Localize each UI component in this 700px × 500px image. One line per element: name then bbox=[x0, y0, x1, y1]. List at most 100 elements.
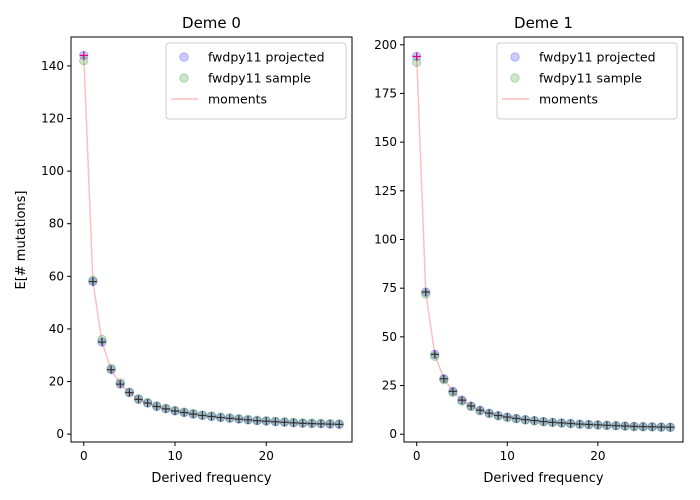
point-moments-marker bbox=[485, 409, 494, 418]
point-moments-marker bbox=[566, 419, 575, 428]
legend-item-projected: fwdpy11 projected bbox=[179, 50, 325, 65]
point-moments-marker bbox=[476, 406, 485, 415]
point-moments-marker bbox=[171, 406, 180, 415]
x-axis-label: Derived frequency bbox=[483, 471, 604, 486]
legend-label: fwdpy11 projected bbox=[539, 50, 656, 65]
y-tick-label: 75 bbox=[382, 281, 397, 295]
point-moments-marker bbox=[280, 418, 289, 427]
point-moments-marker bbox=[289, 418, 298, 427]
point-moments-marker bbox=[539, 417, 548, 426]
x-tick-label: 10 bbox=[500, 449, 515, 463]
panel-deme-0: Deme 0 Derived frequency E[# mutations] … bbox=[14, 14, 353, 486]
y-tick-label: 0 bbox=[56, 427, 64, 441]
point-moments-marker bbox=[575, 420, 584, 429]
y-tick-label: 20 bbox=[49, 375, 64, 389]
legend-label: fwdpy11 projected bbox=[208, 50, 325, 65]
legend-item-sample: fwdpy11 sample bbox=[510, 71, 642, 86]
point-moments-marker bbox=[584, 420, 593, 429]
y-tick-label: 0 bbox=[389, 427, 397, 441]
x-tick-label: 0 bbox=[413, 449, 421, 463]
point-moments-marker bbox=[421, 288, 430, 297]
point-moments-marker bbox=[412, 52, 421, 61]
y-tick-label: 25 bbox=[382, 379, 397, 393]
point-moments-marker bbox=[630, 422, 639, 431]
point-moments-marker bbox=[198, 411, 207, 420]
point-moments-marker bbox=[216, 413, 225, 422]
point-moments-marker bbox=[593, 420, 602, 429]
point-moments-marker bbox=[152, 402, 161, 411]
point-moments-marker bbox=[639, 422, 648, 431]
point-moments-marker bbox=[307, 419, 316, 428]
legend-swatch bbox=[510, 73, 520, 83]
point-moments-marker bbox=[611, 421, 620, 430]
point-moments-marker bbox=[326, 420, 335, 429]
point-moments-marker bbox=[225, 414, 234, 423]
y-tick-label: 120 bbox=[41, 112, 64, 126]
y-tick-label: 150 bbox=[374, 135, 397, 149]
point-moments-marker bbox=[621, 422, 630, 431]
point-moments-marker bbox=[88, 277, 97, 286]
y-tick-label: 125 bbox=[374, 184, 397, 198]
point-moments-marker bbox=[298, 419, 307, 428]
legend-item-moments: moments bbox=[502, 92, 598, 107]
plot-area: 0 10 20 0 20 40 60 80 100 120 140 fwdpy11 projected… bbox=[41, 36, 353, 463]
point-moments-marker bbox=[243, 415, 252, 424]
axes-frame bbox=[70, 36, 353, 443]
y-tick-label: 80 bbox=[49, 217, 64, 231]
legend-label: moments bbox=[539, 92, 598, 107]
legend-item-moments: moments bbox=[171, 92, 267, 107]
y-tick-label: 100 bbox=[41, 164, 64, 178]
point-moments-marker bbox=[116, 380, 125, 389]
point-moments-marker bbox=[494, 411, 503, 420]
point-moments-marker bbox=[271, 417, 280, 426]
point-moments-marker bbox=[503, 413, 512, 422]
legend-swatch bbox=[510, 52, 520, 62]
x-axis-label: Derived frequency bbox=[151, 471, 272, 486]
y-tick-label: 100 bbox=[374, 233, 397, 247]
point-moments-marker bbox=[602, 421, 611, 430]
point-moments-marker bbox=[125, 388, 134, 397]
point-moments-marker bbox=[557, 418, 566, 427]
legend-label: fwdpy11 sample bbox=[539, 71, 642, 86]
legend: fwdpy11 projected fwdpy11 sample moments bbox=[165, 42, 347, 120]
y-tick-label: 40 bbox=[49, 322, 64, 336]
y-tick-label: 200 bbox=[374, 38, 397, 52]
y-tick-label: 175 bbox=[374, 86, 397, 100]
point-moments-marker bbox=[439, 374, 448, 383]
point-moments-marker bbox=[448, 387, 457, 396]
y-tick-label: 50 bbox=[382, 330, 397, 344]
y-tick-label: 60 bbox=[49, 269, 64, 283]
point-moments-marker bbox=[143, 399, 152, 408]
y-tick-label: 140 bbox=[41, 59, 64, 73]
x-tick-label: 0 bbox=[80, 449, 88, 463]
point-moments-marker bbox=[530, 416, 539, 425]
point-moments-marker bbox=[316, 419, 325, 428]
point-moments-marker bbox=[457, 396, 466, 405]
legend-swatch bbox=[179, 52, 189, 62]
point-moments-marker bbox=[335, 420, 344, 429]
chart-title: Deme 0 bbox=[182, 14, 241, 32]
point-moments-marker bbox=[262, 417, 271, 426]
point-moments-marker bbox=[79, 51, 88, 60]
point-moments-marker bbox=[98, 338, 107, 347]
point-moments-marker bbox=[234, 415, 243, 424]
point-moments-marker bbox=[521, 415, 530, 424]
legend-swatch bbox=[179, 73, 189, 83]
point-moments-marker bbox=[161, 404, 170, 413]
x-tick-label: 20 bbox=[259, 449, 274, 463]
legend-label: moments bbox=[208, 92, 267, 107]
point-moments-marker bbox=[207, 412, 216, 421]
point-moments-marker bbox=[512, 414, 521, 423]
point-moments-marker bbox=[253, 416, 262, 425]
y-axis-label: E[# mutations] bbox=[14, 190, 29, 289]
x-tick-label: 20 bbox=[590, 449, 605, 463]
legend-item-projected: fwdpy11 projected bbox=[510, 50, 656, 65]
legend-box bbox=[165, 42, 347, 120]
point-moments-marker bbox=[189, 410, 198, 419]
panel-deme-1: Deme 1 Derived frequency 0 10 200255075100… bbox=[374, 14, 684, 486]
point-moments-marker bbox=[134, 395, 143, 404]
legend-item-sample: fwdpy11 sample bbox=[179, 71, 311, 86]
point-moments-marker bbox=[467, 401, 476, 410]
legend: fwdpy11 projected fwdpy11 sample moments bbox=[496, 42, 678, 120]
